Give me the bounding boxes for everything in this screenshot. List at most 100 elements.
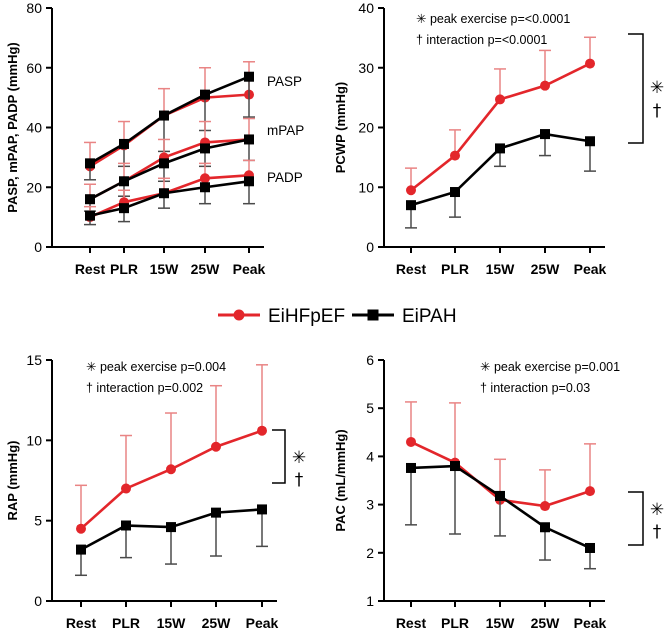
data-point	[585, 136, 595, 147]
x-tick-label: Peak	[574, 615, 607, 629]
x-tick-label: Rest	[396, 261, 427, 277]
data-point	[495, 490, 505, 501]
chart-pcwp: 0 10 20 30 40 Rest PLR 15W 25W Peak PCWP (mmHg) ✳ p…	[333, 0, 664, 277]
data-point	[585, 486, 595, 497]
data-point	[119, 176, 129, 187]
data-point	[166, 464, 176, 475]
data-point	[200, 173, 210, 184]
data-point	[121, 483, 131, 494]
data-point	[76, 544, 86, 555]
y-tick-label: 4	[366, 448, 374, 464]
significance-symbol: †	[653, 101, 662, 121]
data-point	[211, 441, 221, 452]
data-point	[406, 436, 416, 447]
chart-pressures: 0 20 40 60 80 Rest PLR 15W 25W Peak PASP, mPAP, PA…	[5, 0, 304, 277]
data-point	[406, 185, 416, 196]
significance-note: † interaction p=<0.0001	[416, 33, 547, 47]
data-point	[406, 200, 416, 211]
data-point	[159, 110, 169, 121]
series-eipah	[405, 129, 596, 229]
data-point	[85, 158, 95, 169]
series-eihfpef	[75, 364, 268, 534]
data-point	[211, 507, 221, 518]
y-tick-label: 0	[34, 239, 42, 255]
data-point	[450, 461, 460, 472]
x-tick-label: PLR	[112, 615, 140, 629]
data-point	[76, 523, 86, 534]
x-tick-label: Peak	[233, 261, 266, 277]
data-point	[200, 182, 210, 193]
data-point	[159, 158, 169, 169]
y-tick-label: 40	[26, 120, 42, 136]
data-point	[159, 188, 169, 199]
data-point	[585, 58, 595, 69]
y-tick-label: 1	[366, 593, 374, 609]
significance-symbol: ✳	[292, 448, 306, 468]
y-tick-label: 5	[366, 400, 374, 416]
y-tick-label: 10	[358, 179, 374, 195]
x-tick-label: 15W	[150, 261, 180, 277]
data-point	[121, 520, 131, 531]
series-eipah	[84, 176, 255, 226]
data-point	[257, 504, 267, 515]
y-tick-label: 80	[26, 0, 42, 16]
y-tick-label: 20	[26, 179, 42, 195]
significance-note: † interaction p=0.03	[480, 381, 590, 395]
legend-eipah-marker	[367, 309, 379, 321]
data-point	[85, 210, 95, 221]
x-tick-label: 25W	[191, 261, 221, 277]
chart-pac: 1 2 3 4 5 6 Rest PLR 15W 25W Peak PAC (mL/mmHg) ✳ pe…	[333, 352, 664, 629]
x-tick-label: Rest	[75, 261, 106, 277]
data-point	[540, 501, 550, 512]
significance-symbol: ✳	[650, 78, 664, 98]
x-tick-label: Peak	[246, 615, 279, 629]
legend-eihfpef-marker	[233, 309, 245, 321]
data-point	[495, 94, 505, 105]
data-point	[540, 129, 550, 140]
x-tick-label: 25W	[531, 615, 561, 629]
series-line	[89, 75, 250, 165]
y-tick-label: 30	[358, 60, 374, 76]
y-tick-label: 5	[34, 513, 42, 529]
y-tick-label: 2	[366, 545, 374, 561]
data-point	[166, 522, 176, 533]
y-tick-label: 0	[34, 593, 42, 609]
data-point	[495, 143, 505, 154]
y-axis-title: PCWP (mmHg)	[333, 82, 348, 173]
data-point	[200, 89, 210, 100]
data-point	[244, 176, 254, 187]
y-tick-label: 3	[366, 497, 374, 513]
x-tick-label: Rest	[396, 615, 427, 629]
y-tick-label: 20	[358, 120, 374, 136]
significance-bracket	[272, 429, 286, 484]
series-eipah	[84, 134, 255, 212]
significance-note: ✳ peak exercise p=0.004	[86, 360, 226, 374]
y-tick-label: 0	[366, 239, 374, 255]
legend: EiHFpEF EiPAH	[218, 306, 457, 327]
data-point	[244, 134, 254, 145]
y-tick-label: 40	[358, 0, 374, 16]
x-tick-label: Peak	[574, 261, 607, 277]
y-tick-label: 10	[26, 432, 42, 448]
x-tick-label: PLR	[441, 615, 469, 629]
x-tick-label: PLR	[110, 261, 138, 277]
y-tick-label: 60	[26, 60, 42, 76]
x-tick-label: 25W	[202, 615, 232, 629]
x-tick-label: 25W	[531, 261, 561, 277]
data-point	[200, 143, 210, 154]
significance-note: ✳ peak exercise p=<0.0001	[416, 12, 570, 26]
significance-symbol: †	[295, 470, 304, 490]
data-point	[585, 542, 595, 553]
y-tick-label: 6	[366, 352, 374, 368]
significance-symbol: †	[653, 522, 662, 542]
data-point	[85, 194, 95, 205]
series-eihfpef	[405, 36, 596, 196]
data-point	[257, 425, 267, 436]
data-point	[540, 522, 550, 533]
legend-eihfpef-label: EiHFpEF	[268, 306, 345, 327]
series-label: PASP	[267, 74, 302, 89]
x-tick-label: 15W	[486, 615, 516, 629]
data-point	[450, 187, 460, 198]
y-axis-title: PASP, mPAP, PADP (mmHg)	[5, 42, 20, 213]
